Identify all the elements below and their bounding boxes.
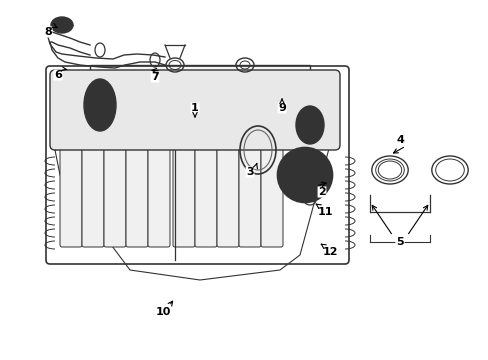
Text: 1: 1 [191, 103, 199, 113]
FancyBboxPatch shape [142, 71, 161, 141]
Ellipse shape [277, 148, 332, 202]
FancyBboxPatch shape [50, 70, 339, 150]
FancyBboxPatch shape [195, 143, 217, 247]
FancyBboxPatch shape [239, 143, 261, 247]
FancyBboxPatch shape [104, 143, 126, 247]
Text: 4: 4 [395, 135, 403, 145]
FancyBboxPatch shape [126, 143, 148, 247]
Text: 5: 5 [395, 237, 403, 247]
FancyBboxPatch shape [173, 143, 195, 247]
Text: 12: 12 [322, 247, 337, 257]
FancyBboxPatch shape [119, 71, 137, 141]
FancyBboxPatch shape [148, 143, 170, 247]
Text: 9: 9 [278, 103, 285, 113]
FancyBboxPatch shape [191, 71, 208, 141]
Text: 5: 5 [395, 237, 403, 247]
FancyBboxPatch shape [274, 102, 286, 108]
FancyBboxPatch shape [217, 143, 239, 247]
FancyBboxPatch shape [82, 143, 104, 247]
FancyBboxPatch shape [60, 143, 82, 247]
FancyBboxPatch shape [263, 71, 281, 141]
FancyBboxPatch shape [239, 71, 257, 141]
Ellipse shape [295, 106, 324, 144]
FancyBboxPatch shape [90, 65, 309, 145]
Ellipse shape [51, 17, 73, 33]
Text: 7: 7 [151, 72, 159, 82]
Ellipse shape [84, 79, 116, 131]
Text: 6: 6 [54, 70, 62, 80]
Text: 10: 10 [155, 307, 170, 317]
Text: 3: 3 [245, 167, 253, 177]
FancyBboxPatch shape [215, 71, 232, 141]
FancyBboxPatch shape [167, 71, 184, 141]
Polygon shape [55, 130, 329, 280]
FancyBboxPatch shape [271, 94, 289, 102]
Text: 2: 2 [318, 187, 325, 197]
Text: 8: 8 [44, 27, 52, 37]
FancyBboxPatch shape [261, 143, 283, 247]
Text: 11: 11 [317, 207, 332, 217]
